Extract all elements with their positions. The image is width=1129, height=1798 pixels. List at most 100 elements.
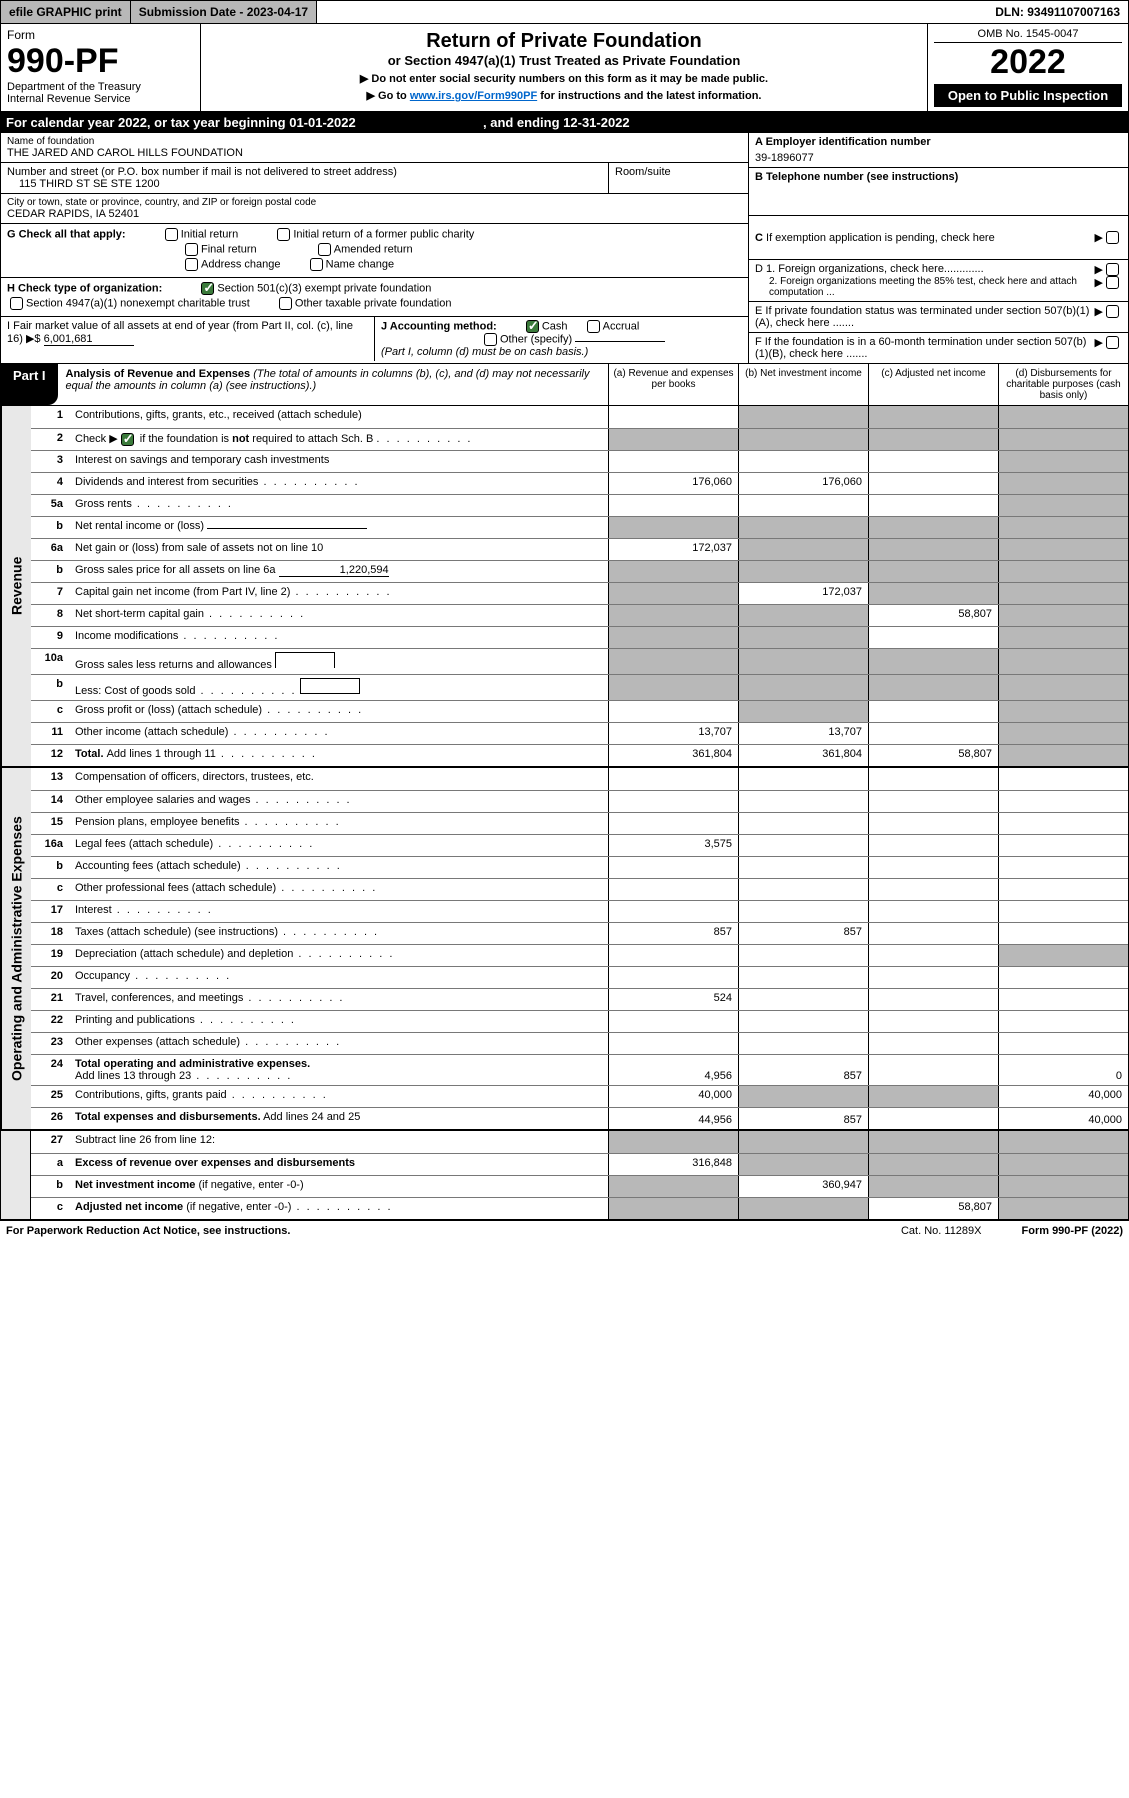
ln27b-no: b [31, 1176, 71, 1197]
ln14-d [998, 791, 1128, 812]
ln12-b: 361,804 [738, 745, 868, 766]
room-label: Room/suite [615, 166, 671, 178]
j-accrual: Accrual [603, 320, 640, 332]
ln9-no: 9 [31, 627, 71, 648]
ln6a-d [998, 539, 1128, 560]
line-14: 14Other employee salaries and wages [31, 790, 1128, 812]
line-20: 20Occupancy [31, 966, 1128, 988]
schb-checkbox[interactable] [121, 433, 134, 446]
ln3-c [868, 451, 998, 472]
ein-label: A Employer identification number [755, 136, 931, 148]
ln19-c [868, 945, 998, 966]
ln26-no: 26 [31, 1108, 71, 1129]
ln10a-a [608, 649, 738, 674]
other-taxable-checkbox[interactable] [279, 297, 292, 310]
line-8: 8Net short-term capital gain 58,807 [31, 604, 1128, 626]
line-15: 15Pension plans, employee benefits [31, 812, 1128, 834]
ln15-desc: Pension plans, employee benefits [71, 813, 608, 834]
cat-no: Cat. No. 11289X [901, 1225, 982, 1237]
e-checkbox[interactable] [1106, 305, 1119, 318]
ln10c-a [608, 701, 738, 722]
ln17-d [998, 901, 1128, 922]
ln27c-desc: Adjusted net income (if negative, enter … [71, 1198, 608, 1219]
ln15-c [868, 813, 998, 834]
form-url-link[interactable]: www.irs.gov/Form990PF [410, 90, 537, 102]
line-13: 13Compensation of officers, directors, t… [31, 768, 1128, 790]
form-subtitle: or Section 4947(a)(1) Trust Treated as P… [207, 53, 921, 68]
ln23-desc-text: Other expenses (attach schedule) [75, 1036, 240, 1048]
ln17-no: 17 [31, 901, 71, 922]
d-cell: D 1. Foreign organizations, check here..… [749, 260, 1128, 302]
line-26: 26Total expenses and disbursements. Add … [31, 1107, 1128, 1129]
ln10a-d [998, 649, 1128, 674]
initial-former-checkbox[interactable] [277, 228, 290, 241]
ln25-a: 40,000 [608, 1086, 738, 1107]
ln16a-c [868, 835, 998, 856]
ln8-d [998, 605, 1128, 626]
ln19-b [738, 945, 868, 966]
c-checkbox[interactable] [1106, 231, 1119, 244]
line-19: 19Depreciation (attach schedule) and dep… [31, 944, 1128, 966]
cash-checkbox[interactable] [526, 320, 539, 333]
amended-return-checkbox[interactable] [318, 243, 331, 256]
e-label: E If private foundation status was termi… [755, 305, 1095, 329]
final-return-checkbox[interactable] [185, 243, 198, 256]
f-checkbox[interactable] [1106, 336, 1119, 349]
ln27-d [998, 1131, 1128, 1153]
ln10b-a [608, 675, 738, 700]
ln10b-b [738, 675, 868, 700]
accrual-checkbox[interactable] [587, 320, 600, 333]
d1-checkbox[interactable] [1106, 263, 1119, 276]
ln3-a [608, 451, 738, 472]
expenses-rows: 13Compensation of officers, directors, t… [31, 768, 1128, 1129]
ln1-no: 1 [31, 406, 71, 428]
ln4-c [868, 473, 998, 494]
ln6b-a [608, 561, 738, 582]
ln1-b [738, 406, 868, 428]
ln20-c [868, 967, 998, 988]
ln16c-b [738, 879, 868, 900]
h-other-tax: Other taxable private foundation [295, 297, 452, 309]
ln4-desc: Dividends and interest from securities [71, 473, 608, 494]
ln16b-c [868, 857, 998, 878]
omb: OMB No. 1545-0047 [934, 28, 1122, 43]
d2-checkbox[interactable] [1106, 276, 1119, 289]
ln19-no: 19 [31, 945, 71, 966]
4947-checkbox[interactable] [10, 297, 23, 310]
ln6a-desc: Net gain or (loss) from sale of assets n… [71, 539, 608, 560]
form-title: Return of Private Foundation [207, 30, 921, 53]
ln8-no: 8 [31, 605, 71, 626]
col-c-header: (c) Adjusted net income [868, 364, 998, 405]
e-cell: E If private foundation status was termi… [749, 302, 1128, 333]
ln23-c [868, 1033, 998, 1054]
ln7-desc: Capital gain net income (from Part IV, l… [71, 583, 608, 604]
other-method-checkbox[interactable] [484, 333, 497, 346]
header-left: Form 990-PF Department of the Treasury I… [1, 24, 201, 111]
name-change-checkbox[interactable] [310, 258, 323, 271]
ln8-b [738, 605, 868, 626]
ln10c-desc: Gross profit or (loss) (attach schedule) [71, 701, 608, 722]
addr-change-checkbox[interactable] [185, 258, 198, 271]
ln6a-no: 6a [31, 539, 71, 560]
j-label: J Accounting method: [381, 320, 497, 332]
ln27-b [738, 1131, 868, 1153]
ln15-no: 15 [31, 813, 71, 834]
ln23-desc: Other expenses (attach schedule) [71, 1033, 608, 1054]
j-cash: Cash [542, 320, 568, 332]
line-16c: cOther professional fees (attach schedul… [31, 878, 1128, 900]
ln25-b [738, 1086, 868, 1107]
ln25-no: 25 [31, 1086, 71, 1107]
501c3-checkbox[interactable] [201, 282, 214, 295]
part-1-header: Part I Analysis of Revenue and Expenses … [1, 364, 1128, 406]
h-4947: Section 4947(a)(1) nonexempt charitable … [26, 297, 250, 309]
ln12-no: 12 [31, 745, 71, 766]
ln16c-d [998, 879, 1128, 900]
initial-return-checkbox[interactable] [165, 228, 178, 241]
h-label: H Check type of organization: [7, 282, 162, 294]
cy-begin: For calendar year 2022, or tax year begi… [6, 115, 356, 130]
room-cell: Room/suite [608, 163, 748, 193]
blank-sidetab [1, 1131, 31, 1219]
name-label: Name of foundation [7, 136, 742, 147]
ln10c-b [738, 701, 868, 722]
ln10b-desc: Less: Cost of goods sold [71, 675, 608, 700]
